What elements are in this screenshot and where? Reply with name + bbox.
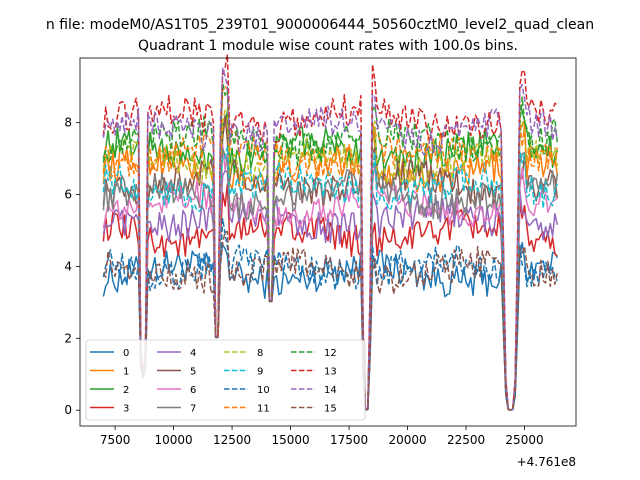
legend-label-2: 2 — [123, 385, 129, 396]
series-line-15 — [102, 230, 559, 411]
legend-label-10: 10 — [257, 385, 270, 396]
series-line-14 — [102, 67, 559, 411]
series-line-7 — [102, 148, 559, 411]
legend-label-11: 11 — [257, 404, 270, 415]
legend-box — [85, 339, 366, 421]
series-line-4 — [102, 169, 559, 411]
x-tick-label: 22500 — [447, 433, 485, 447]
y-tick-label: 4 — [64, 259, 72, 273]
legend-label-8: 8 — [257, 348, 263, 359]
legend-label-4: 4 — [190, 348, 196, 359]
series-line-3 — [102, 183, 558, 411]
y-tick-label: 0 — [64, 403, 72, 417]
legend-label-9: 9 — [257, 367, 263, 378]
x-tick-label: 7500 — [100, 433, 131, 447]
y-axis-ticks: 0 2 4 6 8 — [64, 116, 80, 417]
series-line-11 — [102, 85, 559, 411]
y-tick-label: 2 — [64, 331, 72, 345]
chart-title: Quadrant 1 module wise count rates with … — [138, 38, 518, 54]
series-line-1 — [102, 117, 559, 411]
legend-label-15: 15 — [324, 404, 337, 415]
legend-label-6: 6 — [190, 385, 196, 396]
x-tick-label: 10000 — [154, 433, 192, 447]
x-tick-label: 12500 — [213, 433, 251, 447]
legend-label-13: 13 — [324, 367, 337, 378]
series-line-8 — [102, 107, 559, 411]
figure-suptitle: n file: modeM0/AS1T05_239T01_9000006444_… — [46, 17, 594, 33]
legend-label-12: 12 — [324, 348, 337, 359]
legend-label-3: 3 — [123, 404, 129, 415]
legend-label-1: 1 — [123, 367, 129, 378]
y-tick-label: 6 — [64, 188, 72, 202]
y-tick-label: 8 — [64, 116, 72, 130]
series-line-0 — [102, 241, 558, 411]
legend-label-0: 0 — [123, 348, 129, 359]
legend-label-7: 7 — [190, 404, 196, 415]
x-offset-label: +4.761e8 — [517, 455, 576, 469]
x-tick-label: 17500 — [330, 433, 368, 447]
series-line-6 — [102, 144, 558, 411]
series-line-12 — [102, 82, 559, 411]
legend-label-5: 5 — [190, 367, 196, 378]
series-layer — [102, 53, 559, 411]
series-line-9 — [102, 145, 558, 411]
legend-label-14: 14 — [324, 385, 337, 396]
x-tick-label: 25000 — [505, 433, 543, 447]
plot-frame — [79, 57, 577, 427]
x-tick-label: 20000 — [388, 433, 426, 447]
x-axis-ticks: 7500 10000 12500 15000 17500 20000 22500 25000 — [100, 426, 544, 447]
x-tick-label: 15000 — [271, 433, 309, 447]
